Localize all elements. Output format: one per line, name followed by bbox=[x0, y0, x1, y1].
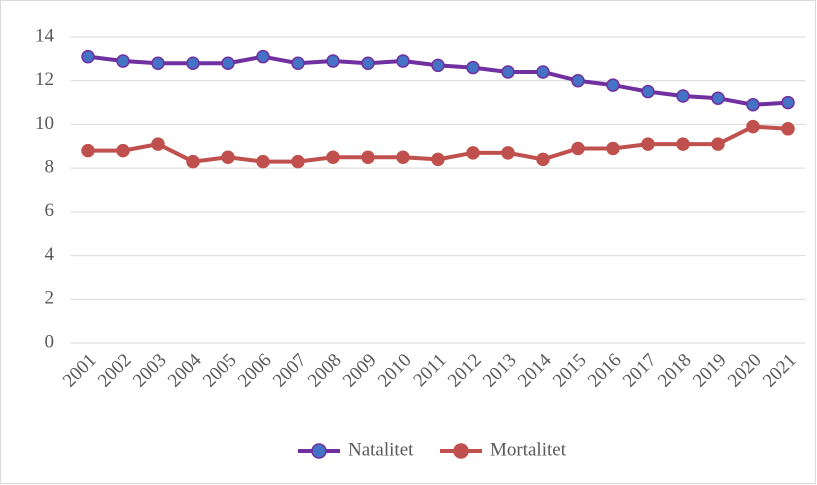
marker bbox=[536, 65, 550, 79]
marker bbox=[151, 137, 165, 151]
marker bbox=[291, 154, 305, 169]
y-tick-label: 10 bbox=[35, 113, 54, 134]
marker bbox=[571, 141, 585, 156]
marker bbox=[466, 146, 480, 160]
marker bbox=[606, 78, 620, 92]
marker bbox=[536, 152, 550, 167]
marker bbox=[711, 137, 725, 151]
legend-marker bbox=[453, 443, 469, 459]
legend-marker bbox=[311, 443, 327, 459]
y-tick-label: 12 bbox=[35, 69, 54, 90]
marker bbox=[396, 54, 410, 68]
y-tick-label: 0 bbox=[45, 331, 55, 352]
marker bbox=[746, 119, 760, 134]
marker bbox=[186, 56, 200, 70]
marker bbox=[431, 152, 445, 167]
marker bbox=[361, 150, 375, 164]
marker bbox=[466, 60, 480, 75]
marker bbox=[501, 65, 515, 79]
marker bbox=[256, 154, 270, 169]
marker bbox=[746, 98, 760, 112]
y-tick-label: 14 bbox=[35, 25, 55, 46]
marker bbox=[81, 143, 95, 158]
marker bbox=[116, 54, 130, 68]
marker bbox=[326, 54, 340, 68]
marker bbox=[221, 56, 235, 70]
marker bbox=[326, 150, 340, 164]
marker bbox=[221, 150, 235, 164]
marker bbox=[396, 150, 410, 164]
marker bbox=[571, 73, 585, 88]
marker bbox=[431, 58, 445, 73]
legend-label: Mortalitet bbox=[490, 439, 567, 460]
marker bbox=[641, 137, 655, 151]
y-tick-label: 4 bbox=[45, 244, 55, 265]
marker bbox=[641, 84, 655, 99]
y-tick-label: 6 bbox=[45, 200, 55, 221]
y-tick-label: 2 bbox=[45, 288, 55, 309]
marker bbox=[501, 146, 515, 160]
marker bbox=[291, 56, 305, 70]
marker bbox=[781, 95, 795, 110]
marker bbox=[606, 141, 620, 156]
marker bbox=[151, 56, 165, 70]
marker bbox=[116, 143, 130, 158]
marker bbox=[781, 122, 795, 136]
marker bbox=[361, 56, 375, 70]
marker bbox=[711, 91, 725, 105]
marker bbox=[256, 49, 270, 64]
marker bbox=[676, 89, 690, 103]
y-tick-label: 8 bbox=[45, 157, 55, 178]
marker bbox=[186, 154, 200, 169]
marker bbox=[676, 137, 690, 151]
marker bbox=[81, 49, 95, 64]
legend-label: Natalitet bbox=[348, 439, 414, 460]
